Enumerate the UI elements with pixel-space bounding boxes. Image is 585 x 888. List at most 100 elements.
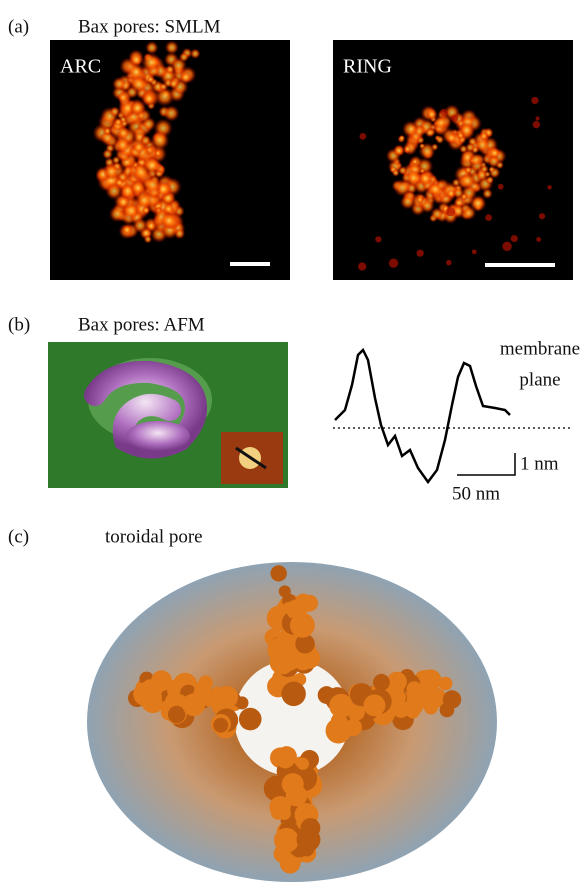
localization	[399, 135, 405, 141]
scale-bar	[457, 453, 515, 475]
localization	[472, 249, 477, 254]
localization	[431, 207, 444, 220]
protein-blob	[286, 785, 308, 807]
protein-blob	[439, 677, 453, 691]
protein-blob	[274, 828, 299, 853]
localization	[479, 131, 489, 141]
annotation: plane	[519, 369, 560, 390]
localization	[163, 105, 180, 122]
localization	[102, 149, 113, 160]
localization	[400, 194, 416, 210]
protein-blob	[275, 749, 295, 769]
protein-blob	[278, 648, 301, 671]
localization	[502, 242, 511, 251]
localization	[453, 187, 465, 199]
localization	[392, 169, 400, 177]
localization	[358, 262, 366, 270]
protein-blob	[390, 689, 406, 705]
localization	[179, 71, 192, 84]
localization	[535, 116, 539, 120]
scale-label: 50 nm	[452, 483, 500, 504]
localization	[539, 213, 545, 219]
localization	[155, 87, 175, 107]
localization	[446, 207, 455, 216]
protein-blob	[279, 585, 291, 597]
localization	[446, 260, 451, 265]
protein-blob	[363, 694, 385, 716]
localization	[142, 117, 156, 131]
localization	[533, 121, 540, 128]
localization	[375, 236, 381, 242]
localization	[160, 212, 178, 230]
localization	[115, 137, 131, 153]
localization	[110, 106, 121, 117]
localization	[179, 52, 189, 62]
localization	[112, 156, 120, 164]
localization	[132, 141, 145, 154]
panel-label: (a)	[8, 16, 29, 37]
localization	[485, 214, 492, 221]
protein-blob	[288, 775, 301, 788]
localization	[144, 235, 152, 243]
localization	[536, 237, 541, 242]
afm-lobe	[126, 421, 190, 451]
protein-blob	[345, 719, 362, 736]
panel-title: Bax pores: AFM	[78, 314, 205, 335]
localization	[142, 206, 150, 214]
protein-blob	[443, 690, 461, 708]
protein-blob	[239, 708, 262, 731]
localization	[451, 115, 458, 122]
localization	[130, 180, 146, 196]
localization	[114, 178, 124, 188]
localization	[531, 97, 538, 104]
localization	[103, 163, 120, 180]
localization	[419, 143, 425, 149]
image-label: ARC	[60, 56, 101, 78]
height-profile	[335, 350, 510, 482]
localization	[511, 235, 518, 242]
localization	[465, 143, 475, 153]
localization	[459, 122, 475, 138]
localization	[417, 250, 424, 257]
localization	[426, 109, 438, 121]
image-label: RING	[343, 56, 392, 78]
localization	[393, 145, 404, 156]
panel-label: (b)	[8, 314, 30, 335]
protein-blob	[133, 682, 157, 706]
scale-label: 1 nm	[520, 453, 559, 474]
localization	[132, 218, 148, 234]
protein-blob	[270, 565, 286, 581]
localization	[130, 75, 148, 93]
localization	[440, 109, 448, 117]
scale-bar	[485, 263, 555, 267]
localization	[141, 52, 161, 72]
scale-bar	[230, 262, 270, 266]
protein-blob	[194, 686, 208, 700]
localization	[165, 40, 179, 54]
localization	[129, 100, 145, 116]
localization	[389, 259, 398, 268]
localization	[359, 133, 366, 140]
localization	[469, 153, 483, 167]
panel-title: toroidal pore	[105, 526, 203, 547]
localization	[403, 145, 411, 153]
panel-title: Bax pores: SMLM	[78, 16, 221, 37]
localization	[412, 158, 419, 165]
localization	[168, 78, 179, 89]
localization	[122, 224, 133, 235]
localization	[112, 77, 126, 91]
localization	[418, 171, 434, 187]
localization	[489, 147, 501, 159]
localization	[150, 131, 169, 150]
localization	[445, 132, 458, 145]
localization	[117, 92, 129, 104]
panel-label: (c)	[8, 526, 29, 547]
localization	[122, 202, 140, 220]
protein-blob	[329, 694, 353, 718]
protein-blob	[297, 758, 309, 770]
localization	[425, 128, 435, 138]
protein-blob	[290, 613, 315, 638]
protein-blob	[281, 682, 305, 706]
localization	[145, 41, 158, 54]
localization	[459, 172, 476, 189]
